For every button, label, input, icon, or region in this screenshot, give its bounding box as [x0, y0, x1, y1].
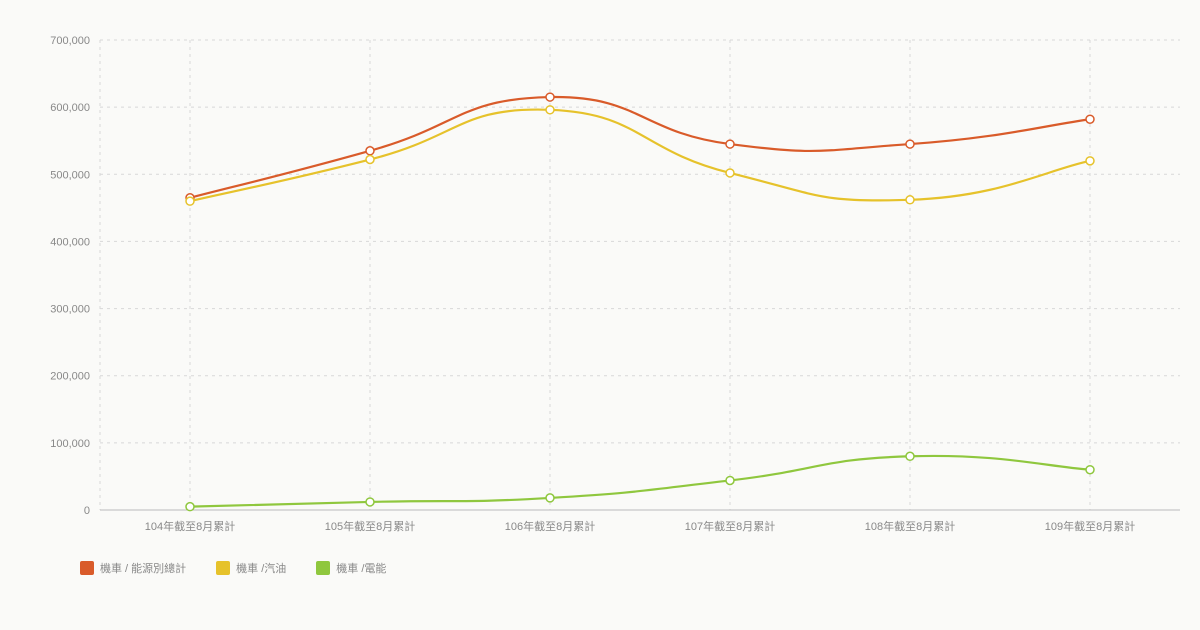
y-tick-label: 300,000 — [50, 304, 90, 316]
y-tick-label: 500,000 — [50, 169, 90, 181]
x-tick-label: 104年截至8月累計 — [145, 519, 235, 533]
series-line — [190, 456, 1090, 507]
series-line — [190, 97, 1090, 198]
legend-swatch — [216, 561, 230, 575]
legend-item: 機車 /汽油 — [216, 560, 286, 576]
data-marker — [906, 140, 914, 148]
data-marker — [906, 452, 914, 460]
chart-container: 0 100,000 200,000 300,000 400,000 500,000 600,… — [0, 0, 1200, 630]
x-tick-label: 107年截至8月累計 — [685, 519, 775, 533]
y-tick-label: 700,000 — [50, 35, 90, 47]
data-marker — [546, 106, 554, 114]
legend-item: 機車 /電能 — [316, 560, 386, 576]
data-marker — [726, 140, 734, 148]
legend-label: 機車 /汽油 — [236, 560, 286, 576]
data-marker — [906, 196, 914, 204]
data-marker — [546, 494, 554, 502]
legend-swatch — [80, 561, 94, 575]
series-line — [190, 110, 1090, 202]
y-tick-label: 400,000 — [50, 236, 90, 248]
legend-label: 機車 / 能源別總計 — [100, 560, 186, 576]
data-marker — [366, 156, 374, 164]
legend-swatch — [316, 561, 330, 575]
legend-label: 機車 /電能 — [336, 560, 386, 576]
y-tick-label: 200,000 — [50, 371, 90, 383]
x-tick-label: 106年截至8月累計 — [505, 519, 595, 533]
data-marker — [186, 503, 194, 511]
data-marker — [1086, 115, 1094, 123]
data-marker — [366, 147, 374, 155]
data-marker — [726, 169, 734, 177]
x-tick-label: 105年截至8月累計 — [325, 519, 415, 533]
data-marker — [726, 476, 734, 484]
data-marker — [1086, 157, 1094, 165]
legend: 機車 / 能源別總計 機車 /汽油 機車 /電能 — [0, 560, 1200, 576]
y-tick-label: 600,000 — [50, 102, 90, 114]
y-tick-label: 100,000 — [50, 438, 90, 450]
x-tick-label: 109年截至8月累計 — [1045, 519, 1135, 533]
data-marker — [366, 498, 374, 506]
line-chart: 0 100,000 200,000 300,000 400,000 500,000 600,… — [0, 0, 1200, 560]
data-marker — [546, 93, 554, 101]
legend-item: 機車 / 能源別總計 — [80, 560, 186, 576]
x-tick-label: 108年截至8月累計 — [865, 519, 955, 533]
y-tick-label: 0 — [84, 505, 90, 517]
data-marker — [1086, 466, 1094, 474]
data-marker — [186, 197, 194, 205]
